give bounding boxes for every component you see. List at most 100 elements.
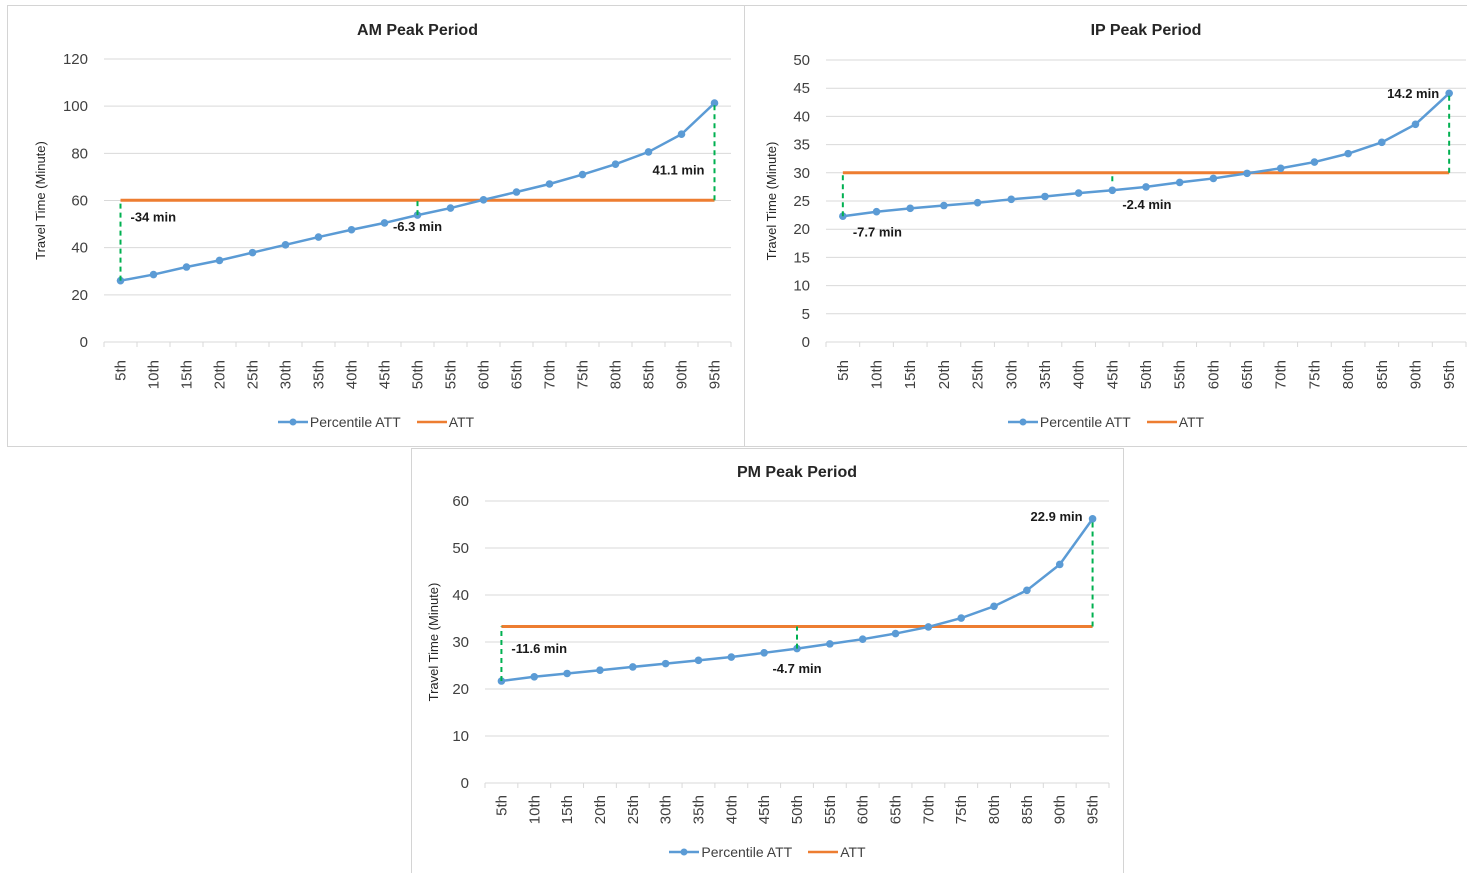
x-tick-label: 5th bbox=[493, 795, 510, 816]
y-tick-label: 30 bbox=[793, 165, 810, 182]
percentile-att-point bbox=[497, 677, 506, 685]
percentile-att-point bbox=[940, 201, 948, 210]
x-tick-label: 85th bbox=[1019, 795, 1036, 824]
x-tick-label: 10th bbox=[146, 360, 163, 389]
percentile-att-point bbox=[314, 233, 323, 241]
percentile-att-point bbox=[677, 130, 686, 139]
percentile-att-point bbox=[710, 99, 719, 107]
x-tick-label: 90th bbox=[1407, 360, 1424, 389]
percentile-att-point bbox=[1088, 515, 1097, 523]
y-tick-label: 40 bbox=[71, 240, 88, 257]
percentile-att-point bbox=[628, 663, 637, 671]
legend-label: Percentile ATT bbox=[309, 414, 401, 430]
pm-peak-chart: PM Peak Period 0 10 20 30 40 50 60 5th 10th 15th 20… bbox=[411, 448, 1124, 873]
x-tick-label: 95th bbox=[1085, 795, 1102, 824]
x-tick-label: 80th bbox=[986, 795, 1003, 824]
x-tick-label: 65th bbox=[1239, 360, 1256, 389]
chart-title: PM Peak Period bbox=[737, 464, 857, 481]
x-tick-label: 65th bbox=[509, 360, 526, 389]
x-tick-label: 35th bbox=[690, 795, 707, 824]
x-tick-label: 50th bbox=[789, 795, 806, 824]
percentile-att-point bbox=[1411, 120, 1420, 129]
y-tick-label: 45 bbox=[793, 80, 810, 97]
legend-label: Percentile ATT bbox=[701, 844, 793, 860]
percentile-att-point bbox=[973, 198, 982, 207]
difference-label: -6.3 min bbox=[393, 219, 442, 234]
percentile-att-point bbox=[1023, 586, 1031, 595]
x-tick-label: 65th bbox=[888, 795, 905, 824]
percentile-att-point bbox=[281, 241, 290, 249]
percentile-att-point bbox=[611, 160, 620, 168]
x-tick-label: 80th bbox=[608, 360, 625, 389]
percentile-att-point bbox=[530, 672, 539, 681]
y-tick-label: 0 bbox=[80, 334, 88, 351]
chart-title: IP Peak Period bbox=[1091, 22, 1202, 39]
percentile-att-point bbox=[990, 602, 998, 611]
percentile-att-series-line bbox=[501, 518, 1094, 683]
percentile-att-point bbox=[380, 219, 389, 227]
legend-item-att: ATT bbox=[1146, 414, 1204, 430]
percentile-att-point bbox=[1142, 183, 1150, 191]
y-tick-label: 50 bbox=[793, 52, 810, 69]
difference-label: -7.7 min bbox=[853, 225, 902, 240]
x-tick-label: 50th bbox=[410, 360, 427, 389]
x-tick-label: 25th bbox=[625, 795, 642, 824]
percentile-att-point bbox=[215, 256, 224, 265]
pm-chart-svg: PM Peak Period 0 10 20 30 40 50 60 5th 10th 15th 20… bbox=[426, 464, 1110, 824]
percentile-att-point bbox=[479, 195, 488, 204]
x-tick-label: 35th bbox=[311, 360, 328, 389]
y-tick-label: 20 bbox=[793, 221, 810, 238]
difference-label: -11.6 min bbox=[511, 641, 567, 656]
percentile-att-point bbox=[694, 656, 703, 665]
x-tick-label: 40th bbox=[344, 360, 361, 389]
percentile-att-point bbox=[760, 649, 768, 657]
percentile-att-point bbox=[1243, 169, 1251, 178]
x-tick-label: 55th bbox=[1172, 360, 1189, 389]
percentile-att-point bbox=[1074, 189, 1083, 197]
y-tick-label: 60 bbox=[452, 493, 469, 510]
percentile-att-point bbox=[116, 276, 125, 285]
percentile-att-point bbox=[957, 614, 966, 622]
difference-label: 14.2 min bbox=[1387, 86, 1439, 101]
x-tick-label: 75th bbox=[953, 795, 970, 824]
percentile-att-point bbox=[149, 270, 158, 279]
x-tick-label: 55th bbox=[443, 360, 460, 389]
x-tick-label: 75th bbox=[1306, 360, 1323, 389]
difference-label: 41.1 min bbox=[652, 163, 704, 178]
legend-item-percentile-att: Percentile ATT bbox=[1007, 414, 1131, 430]
y-tick-label: 0 bbox=[802, 334, 810, 351]
x-tick-label: 95th bbox=[1441, 360, 1458, 389]
y-axis-title: Travel Time (Minute) bbox=[426, 583, 441, 702]
x-tick-label: 60th bbox=[1205, 360, 1222, 389]
difference-label: -2.4 min bbox=[1122, 197, 1171, 212]
percentile-att-point bbox=[578, 170, 587, 179]
y-tick-label: 15 bbox=[793, 249, 810, 266]
x-tick-label: 20th bbox=[936, 360, 953, 389]
percentile-att-point bbox=[1108, 186, 1117, 195]
percentile-att-point bbox=[1344, 149, 1352, 158]
percentile-att-point bbox=[248, 248, 257, 257]
x-tick-label: 90th bbox=[1052, 795, 1069, 824]
am-legend: Percentile ATT ATT bbox=[8, 414, 744, 430]
percentile-att-point bbox=[182, 263, 191, 271]
x-tick-label: 15th bbox=[902, 360, 919, 389]
percentile-att-point bbox=[1276, 164, 1285, 173]
x-tick-label: 60th bbox=[476, 360, 493, 389]
percentile-att-point bbox=[906, 204, 915, 213]
x-tick-label: 5th bbox=[113, 360, 130, 381]
y-tick-label: 50 bbox=[452, 540, 469, 557]
x-tick-label: 30th bbox=[278, 360, 295, 389]
percentile-att-point bbox=[1007, 195, 1016, 204]
percentile-att-point bbox=[1209, 174, 1218, 183]
x-tick-label: 45th bbox=[756, 795, 773, 824]
x-tick-label: 55th bbox=[822, 795, 839, 824]
x-tick-label: 50th bbox=[1138, 360, 1155, 389]
legend-line-icon bbox=[416, 420, 447, 424]
y-tick-label: 20 bbox=[452, 681, 469, 698]
y-tick-label: 10 bbox=[452, 728, 469, 745]
y-axis-title: Travel Time (Minute) bbox=[33, 141, 48, 260]
percentile-att-point bbox=[924, 623, 933, 631]
percentile-att-point bbox=[1041, 192, 1049, 201]
percentile-att-point bbox=[1055, 560, 1064, 569]
x-tick-label: 35th bbox=[1037, 360, 1054, 389]
